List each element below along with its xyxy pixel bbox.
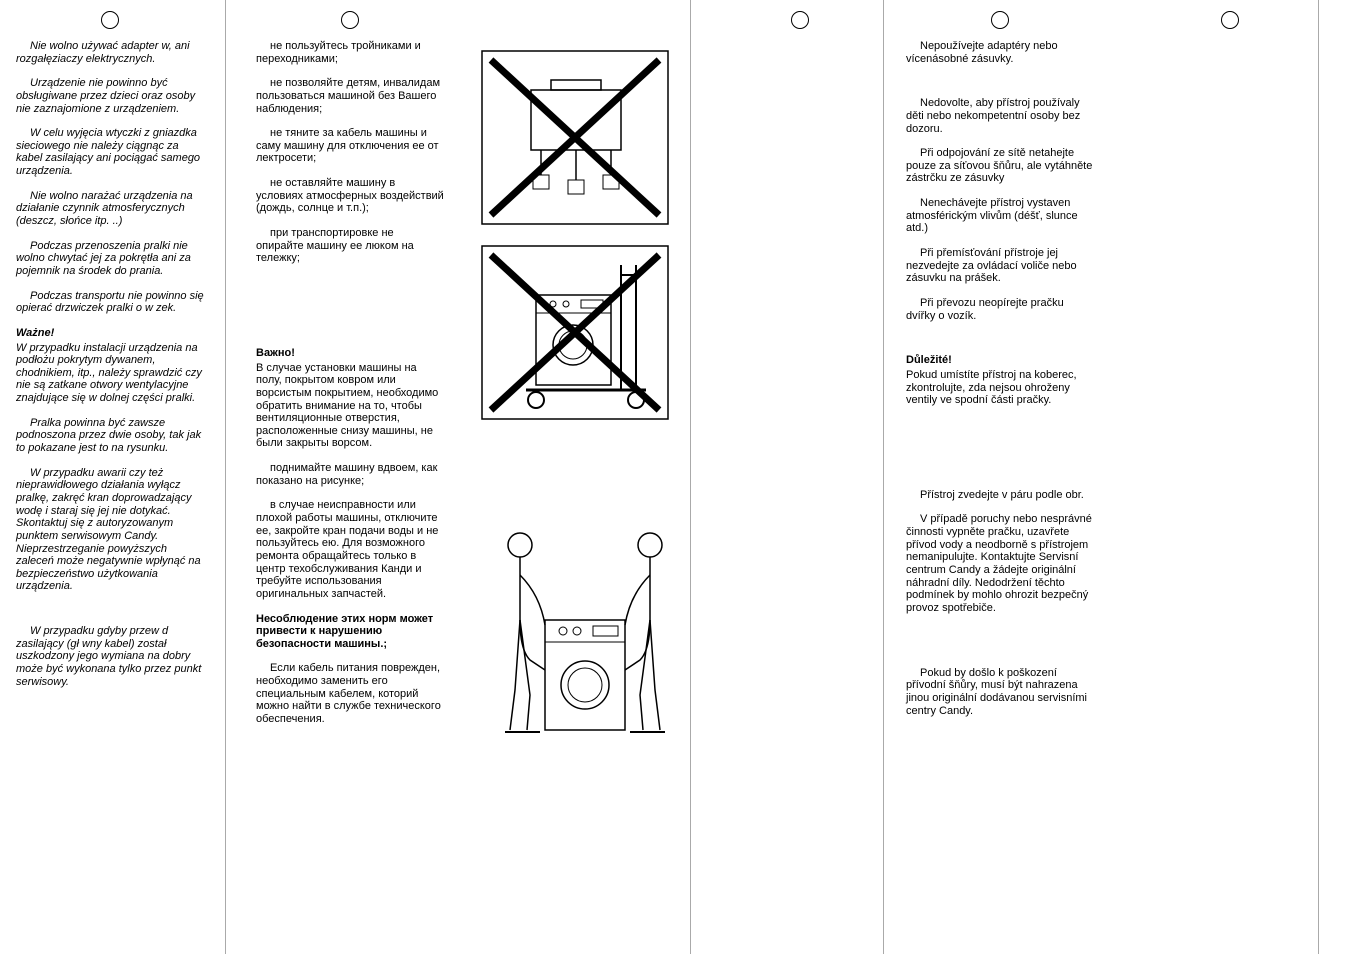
paragraph: не позволяйте детям, инвалидам пользоват… (256, 77, 444, 115)
paragraph: Přístroj zvedejte v páru podle obr. (906, 489, 1094, 502)
punch-hole-icon (101, 11, 119, 29)
warning-text: Несоблюдение этих норм может привести к … (256, 613, 444, 651)
punch-hole-icon (1221, 11, 1239, 29)
paragraph: W przypadku gdyby przew d zasilający (gł… (16, 625, 204, 688)
paragraph: Nie wolno narażać urządzenia na działani… (16, 190, 204, 228)
punch-hole-icon (991, 11, 1009, 29)
column-blank (1130, 0, 1330, 954)
punch-hole-icon (341, 11, 359, 29)
paragraph: Pokud by došlo k poškození přívodní šňůr… (906, 667, 1094, 718)
lift-two-people-illustration (485, 500, 665, 760)
paragraph: не тяните за кабель машины и саму машину… (256, 127, 444, 165)
paragraph: Nedovolte, aby přístroj používaly děti n… (906, 97, 1094, 135)
vertical-divider (225, 0, 226, 954)
paragraph: не пользуйтесь тройниками и переходникам… (256, 40, 444, 65)
paragraph: Podczas przenoszenia pralki nie wolno ch… (16, 240, 204, 278)
paragraph: Pokud umístíte přístroj na koberec, zkon… (906, 369, 1094, 407)
heading-important: Důležité! (906, 354, 1094, 367)
column-illustrations (460, 0, 690, 954)
column-blank (700, 0, 900, 954)
column-russian: не пользуйтесь тройниками и переходникам… (250, 0, 450, 954)
paragraph: Podczas transportu nie powinno się opier… (16, 290, 204, 315)
paragraph: Nie wolno używać adapter w, ani rozgałęz… (16, 40, 204, 65)
column-czech: Nepoužívejte adaptéry nebo vícenásobné z… (900, 0, 1100, 954)
paragraph: Nenechávejte přístroj vystaven atmosféri… (906, 197, 1094, 235)
paragraph: W przypadku awarii czy też nieprawidłowe… (16, 467, 204, 593)
paragraph: W celu wyjęcia wtyczki z gniazdka siecio… (16, 127, 204, 178)
paragraph: Při přemísťování přístroje jej nezvedejt… (906, 247, 1094, 285)
no-trolley-illustration (481, 245, 669, 420)
text-russian: не пользуйтесь тройниками и переходникам… (250, 40, 450, 726)
heading-important: Ważne! (16, 327, 204, 340)
paragraph: Если кабель питания поврежден, необходим… (256, 662, 444, 725)
paragraph: Nepoužívejte adaptéry nebo vícenásobné z… (906, 40, 1094, 65)
vertical-divider (690, 0, 691, 954)
paragraph: Pralka powinna być zawsze podnoszona prz… (16, 417, 204, 455)
punch-hole-icon (791, 11, 809, 29)
text-polish: Nie wolno używać adapter w, ani rozgałęz… (10, 40, 210, 688)
column-polish: Nie wolno używać adapter w, ani rozgałęz… (10, 0, 210, 954)
paragraph: поднимайте машину вдвоем, как показано н… (256, 462, 444, 487)
text-czech: Nepoužívejte adaptéry nebo vícenásobné z… (900, 40, 1100, 717)
paragraph: Při odpojování ze sítě netahejte pouze z… (906, 147, 1094, 185)
heading-important: Важно! (256, 347, 444, 360)
paragraph: Urządzenie nie powinno być obsługiwane p… (16, 77, 204, 115)
paragraph: Při převozu neopírejte pračku dvířky o v… (906, 297, 1094, 322)
paragraph: при транспортировке не опирайте машину е… (256, 227, 444, 265)
paragraph: W przypadku instalacji urządzenia na pod… (16, 342, 204, 405)
paragraph: В случае установки машины на полу, покры… (256, 362, 444, 450)
paragraph: V případě poruchy nebo nesprávné činnost… (906, 513, 1094, 614)
paragraph: не оставляйте машину в условиях атмосфер… (256, 177, 444, 215)
paragraph: в случае неисправности или плохой работы… (256, 499, 444, 600)
no-adapter-illustration (481, 50, 669, 225)
